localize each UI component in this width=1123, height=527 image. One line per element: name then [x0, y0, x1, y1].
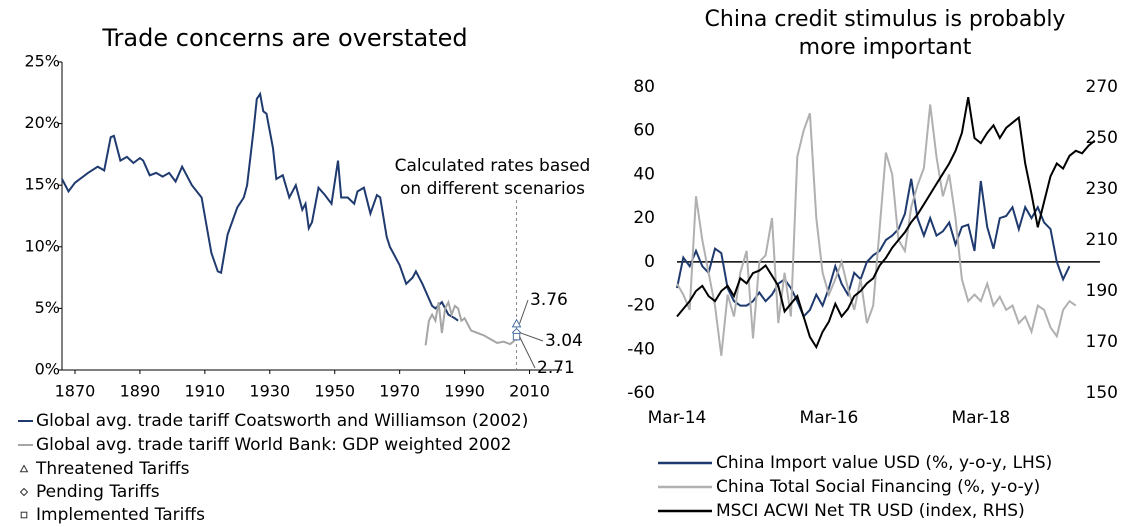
annotation: Calculated rates based on different scen…	[394, 156, 591, 199]
y-tick-label: 15%	[24, 175, 60, 194]
legend-label: Pending Tariffs	[36, 482, 160, 502]
y2-tick-label: 190	[1086, 281, 1118, 301]
marker-square	[512, 332, 521, 341]
x-tick-label: 1970	[379, 382, 420, 401]
x-tick-label: 1950	[314, 382, 355, 401]
x-tick-label: 1990	[444, 382, 485, 401]
x-tick-label: Mar-14	[648, 408, 707, 428]
legend-label: Global avg. trade tariff World Bank: GDP…	[36, 435, 511, 455]
y-tick-label: 20%	[24, 113, 60, 132]
y2-tick-label: 150	[1086, 383, 1118, 403]
left-title: Trade concerns are overstated	[102, 24, 468, 52]
legend-label: Implemented Tariffs	[36, 505, 205, 525]
y-tick-label: -60	[627, 383, 655, 403]
y-tick-label: 60	[633, 121, 655, 141]
line-series	[61, 91, 459, 322]
marker-triangle	[511, 318, 522, 328]
y2-tick-label: 170	[1086, 332, 1118, 352]
line-series	[676, 178, 1071, 319]
x-tick-label: 2010	[509, 382, 550, 401]
x-tick-label: Mar-18	[951, 408, 1010, 428]
legend-label: Threatened Tariffs	[35, 459, 190, 479]
y2-tick-label: 230	[1086, 179, 1118, 199]
y-tick-label: -40	[627, 339, 655, 359]
marker-label: 3.04	[545, 331, 583, 351]
y2-tick-label: 210	[1086, 230, 1118, 250]
line-series	[676, 97, 1096, 350]
legend-label: Global avg. trade tariff Coatsworth and …	[36, 411, 528, 431]
x-tick-label: Mar-16	[800, 408, 859, 428]
y2-tick-label: 270	[1086, 77, 1118, 97]
y-tick-label: 0	[644, 252, 655, 272]
y-tick-label: 25%	[24, 52, 60, 71]
y-tick-label: 80	[633, 77, 655, 97]
marker-square	[20, 511, 28, 519]
marker-label: 2.71	[537, 358, 575, 378]
legend-label: China Total Social Financing (%, y-o-y)	[716, 477, 1040, 497]
marker-label: 3.76	[530, 290, 568, 310]
y-tick-label: 0%	[35, 360, 60, 379]
legend-label: China Import value USD (%, y-o-y, LHS)	[716, 453, 1052, 473]
y-tick-label: -20	[627, 296, 655, 316]
y-tick-label: 40	[633, 164, 655, 184]
y-tick-label: 20	[633, 208, 655, 228]
x-tick-label: 1890	[120, 382, 161, 401]
line-series	[676, 104, 1077, 356]
y2-tick-label: 250	[1086, 128, 1118, 148]
right-title: China credit stimulus is probably more i…	[704, 7, 1066, 60]
y-tick-label: 10%	[24, 236, 60, 255]
leader-line	[519, 299, 529, 324]
x-tick-label: 1930	[249, 382, 290, 401]
marker-diamond	[19, 487, 29, 497]
leader-line	[519, 332, 544, 342]
y-tick-label: 5%	[35, 298, 60, 317]
marker-triangle	[19, 464, 29, 473]
legend-label: MSCI ACWI Net TR USD (index, RHS)	[716, 501, 1025, 521]
leader-line	[519, 336, 536, 369]
x-tick-label: 1910	[184, 382, 225, 401]
line-series	[424, 299, 518, 346]
x-tick-label: 1870	[55, 382, 96, 401]
